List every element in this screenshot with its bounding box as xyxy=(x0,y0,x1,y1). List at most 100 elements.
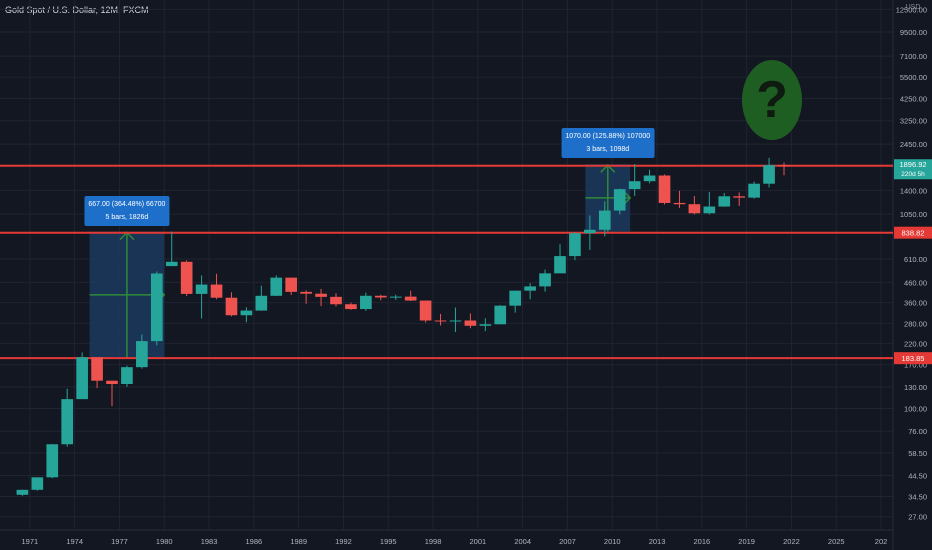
y-tick-label: 9500.00 xyxy=(900,28,927,37)
measure-line-1: 1070.00 (125.88%) 107000 xyxy=(565,133,651,141)
candle-body xyxy=(150,273,163,342)
x-tick-label: 1983 xyxy=(201,537,218,546)
candle-body xyxy=(195,284,208,294)
last-price-tag-label: 1896.92 xyxy=(899,160,926,169)
x-tick-label: 1977 xyxy=(111,537,128,546)
candle-body xyxy=(106,380,118,385)
x-tick-label: 1980 xyxy=(156,537,173,546)
candle-body xyxy=(76,357,88,400)
candle-body xyxy=(569,233,581,257)
candle-body xyxy=(255,295,268,311)
y-tick-label: 7100.00 xyxy=(900,52,927,61)
candle-body xyxy=(509,290,522,306)
measure-label-1974-1980: 667.00 (364.48%) 66700 5 bars, 1826d xyxy=(84,195,170,226)
y-tick-label: 610.00 xyxy=(904,255,927,264)
candle-body xyxy=(360,295,372,310)
chart-title: Gold Spot / U.S. Dollar, 12M, FXCM xyxy=(5,5,149,15)
x-tick-label: 2004 xyxy=(514,537,531,546)
y-tick-label: 280.00 xyxy=(904,319,927,328)
last-price-countdown-label: 220d 5h xyxy=(901,171,925,178)
candle-body xyxy=(763,165,775,184)
candle-body xyxy=(330,296,342,305)
y-tick-label: 4250.00 xyxy=(900,95,927,104)
candle-body xyxy=(136,341,148,368)
x-tick-label: 2007 xyxy=(559,537,576,546)
y-tick-label: 1050.00 xyxy=(900,210,927,219)
candle-body xyxy=(434,320,447,322)
y-tick-label: 34.50 xyxy=(908,492,927,501)
measure-line-2: 5 bars, 1826d xyxy=(105,213,149,221)
candle-body xyxy=(225,297,238,316)
y-tick-label: 44.50 xyxy=(908,471,927,480)
x-tick-label: 1971 xyxy=(22,537,39,546)
candle-body xyxy=(718,196,731,207)
question-mark-annotation: ? xyxy=(742,60,802,140)
x-tick-label: 2001 xyxy=(470,537,487,546)
candle-body xyxy=(389,296,402,298)
measure-label-2008-2011: 1070.00 (125.88%) 107000 3 bars, 1098d xyxy=(561,128,655,159)
candle-body xyxy=(613,189,626,211)
candle-body xyxy=(494,305,507,325)
candle-body xyxy=(554,256,566,274)
candle-body xyxy=(643,175,656,182)
candle-body xyxy=(688,204,701,214)
candle-body xyxy=(374,295,387,298)
x-tick-label: 1992 xyxy=(335,537,352,546)
level-price-tag-label: 838.82 xyxy=(902,229,925,238)
x-tick-label: 2016 xyxy=(694,537,711,546)
level-price-tag xyxy=(894,226,932,239)
candle-body xyxy=(300,291,312,294)
candle-body xyxy=(404,296,417,301)
x-tick-label: 1974 xyxy=(66,537,83,546)
y-tick-label: 12500.00 xyxy=(896,5,927,14)
candle-body xyxy=(91,357,103,381)
y-tick-label: 5500.00 xyxy=(900,73,927,82)
y-tick-label: 220.00 xyxy=(904,339,927,348)
candle-body xyxy=(345,304,357,310)
x-tick-label: 1995 xyxy=(380,537,397,546)
y-tick-label: 100.00 xyxy=(904,405,927,414)
x-tick-label: 1986 xyxy=(246,537,263,546)
y-tick-label: 58.50 xyxy=(908,449,927,458)
last-price-tag xyxy=(894,159,932,180)
y-tick-label: 460.00 xyxy=(904,278,927,287)
currency-label: USD xyxy=(905,4,921,11)
candle-body xyxy=(240,310,253,316)
level-price-tag-label: 183.85 xyxy=(902,354,925,363)
candle-body xyxy=(121,367,133,385)
x-tick-label: 1989 xyxy=(290,537,307,546)
x-tick-label: 2013 xyxy=(649,537,666,546)
candle-body xyxy=(165,261,178,267)
candle-body xyxy=(748,183,760,198)
level-price-tag xyxy=(894,352,932,365)
y-tick-label: 170.00 xyxy=(904,361,927,370)
measure-line-2: 3 bars, 1098d xyxy=(586,146,630,154)
y-tick-label: 130.00 xyxy=(904,383,927,392)
x-tick-label: 202 xyxy=(875,537,888,546)
candle-body xyxy=(270,277,283,296)
candle-body xyxy=(180,261,193,294)
candle-body xyxy=(524,286,536,291)
candle-body xyxy=(210,284,223,298)
candle-body xyxy=(539,273,551,287)
candle-body xyxy=(598,210,611,230)
x-tick-label: 2010 xyxy=(604,537,621,546)
measure-arrow-head-right xyxy=(623,191,632,205)
y-tick-label: 27.00 xyxy=(908,513,927,522)
candle-body xyxy=(479,324,492,326)
candle-body xyxy=(673,202,686,205)
candle-body xyxy=(46,444,59,478)
candle-body xyxy=(315,293,327,297)
y-tick-label: 3250.00 xyxy=(900,117,927,126)
y-tick-label: 76.00 xyxy=(908,427,927,436)
candle-body xyxy=(61,399,74,445)
y-tick-label: 2450.00 xyxy=(900,140,927,149)
candle-body xyxy=(419,300,432,321)
candle-body xyxy=(16,489,29,495)
x-tick-label: 1998 xyxy=(425,537,442,546)
measure-line-1: 667.00 (364.48%) 66700 xyxy=(88,200,166,208)
candle-body xyxy=(31,477,44,490)
candle-body xyxy=(778,165,790,167)
candle-body xyxy=(733,196,746,198)
